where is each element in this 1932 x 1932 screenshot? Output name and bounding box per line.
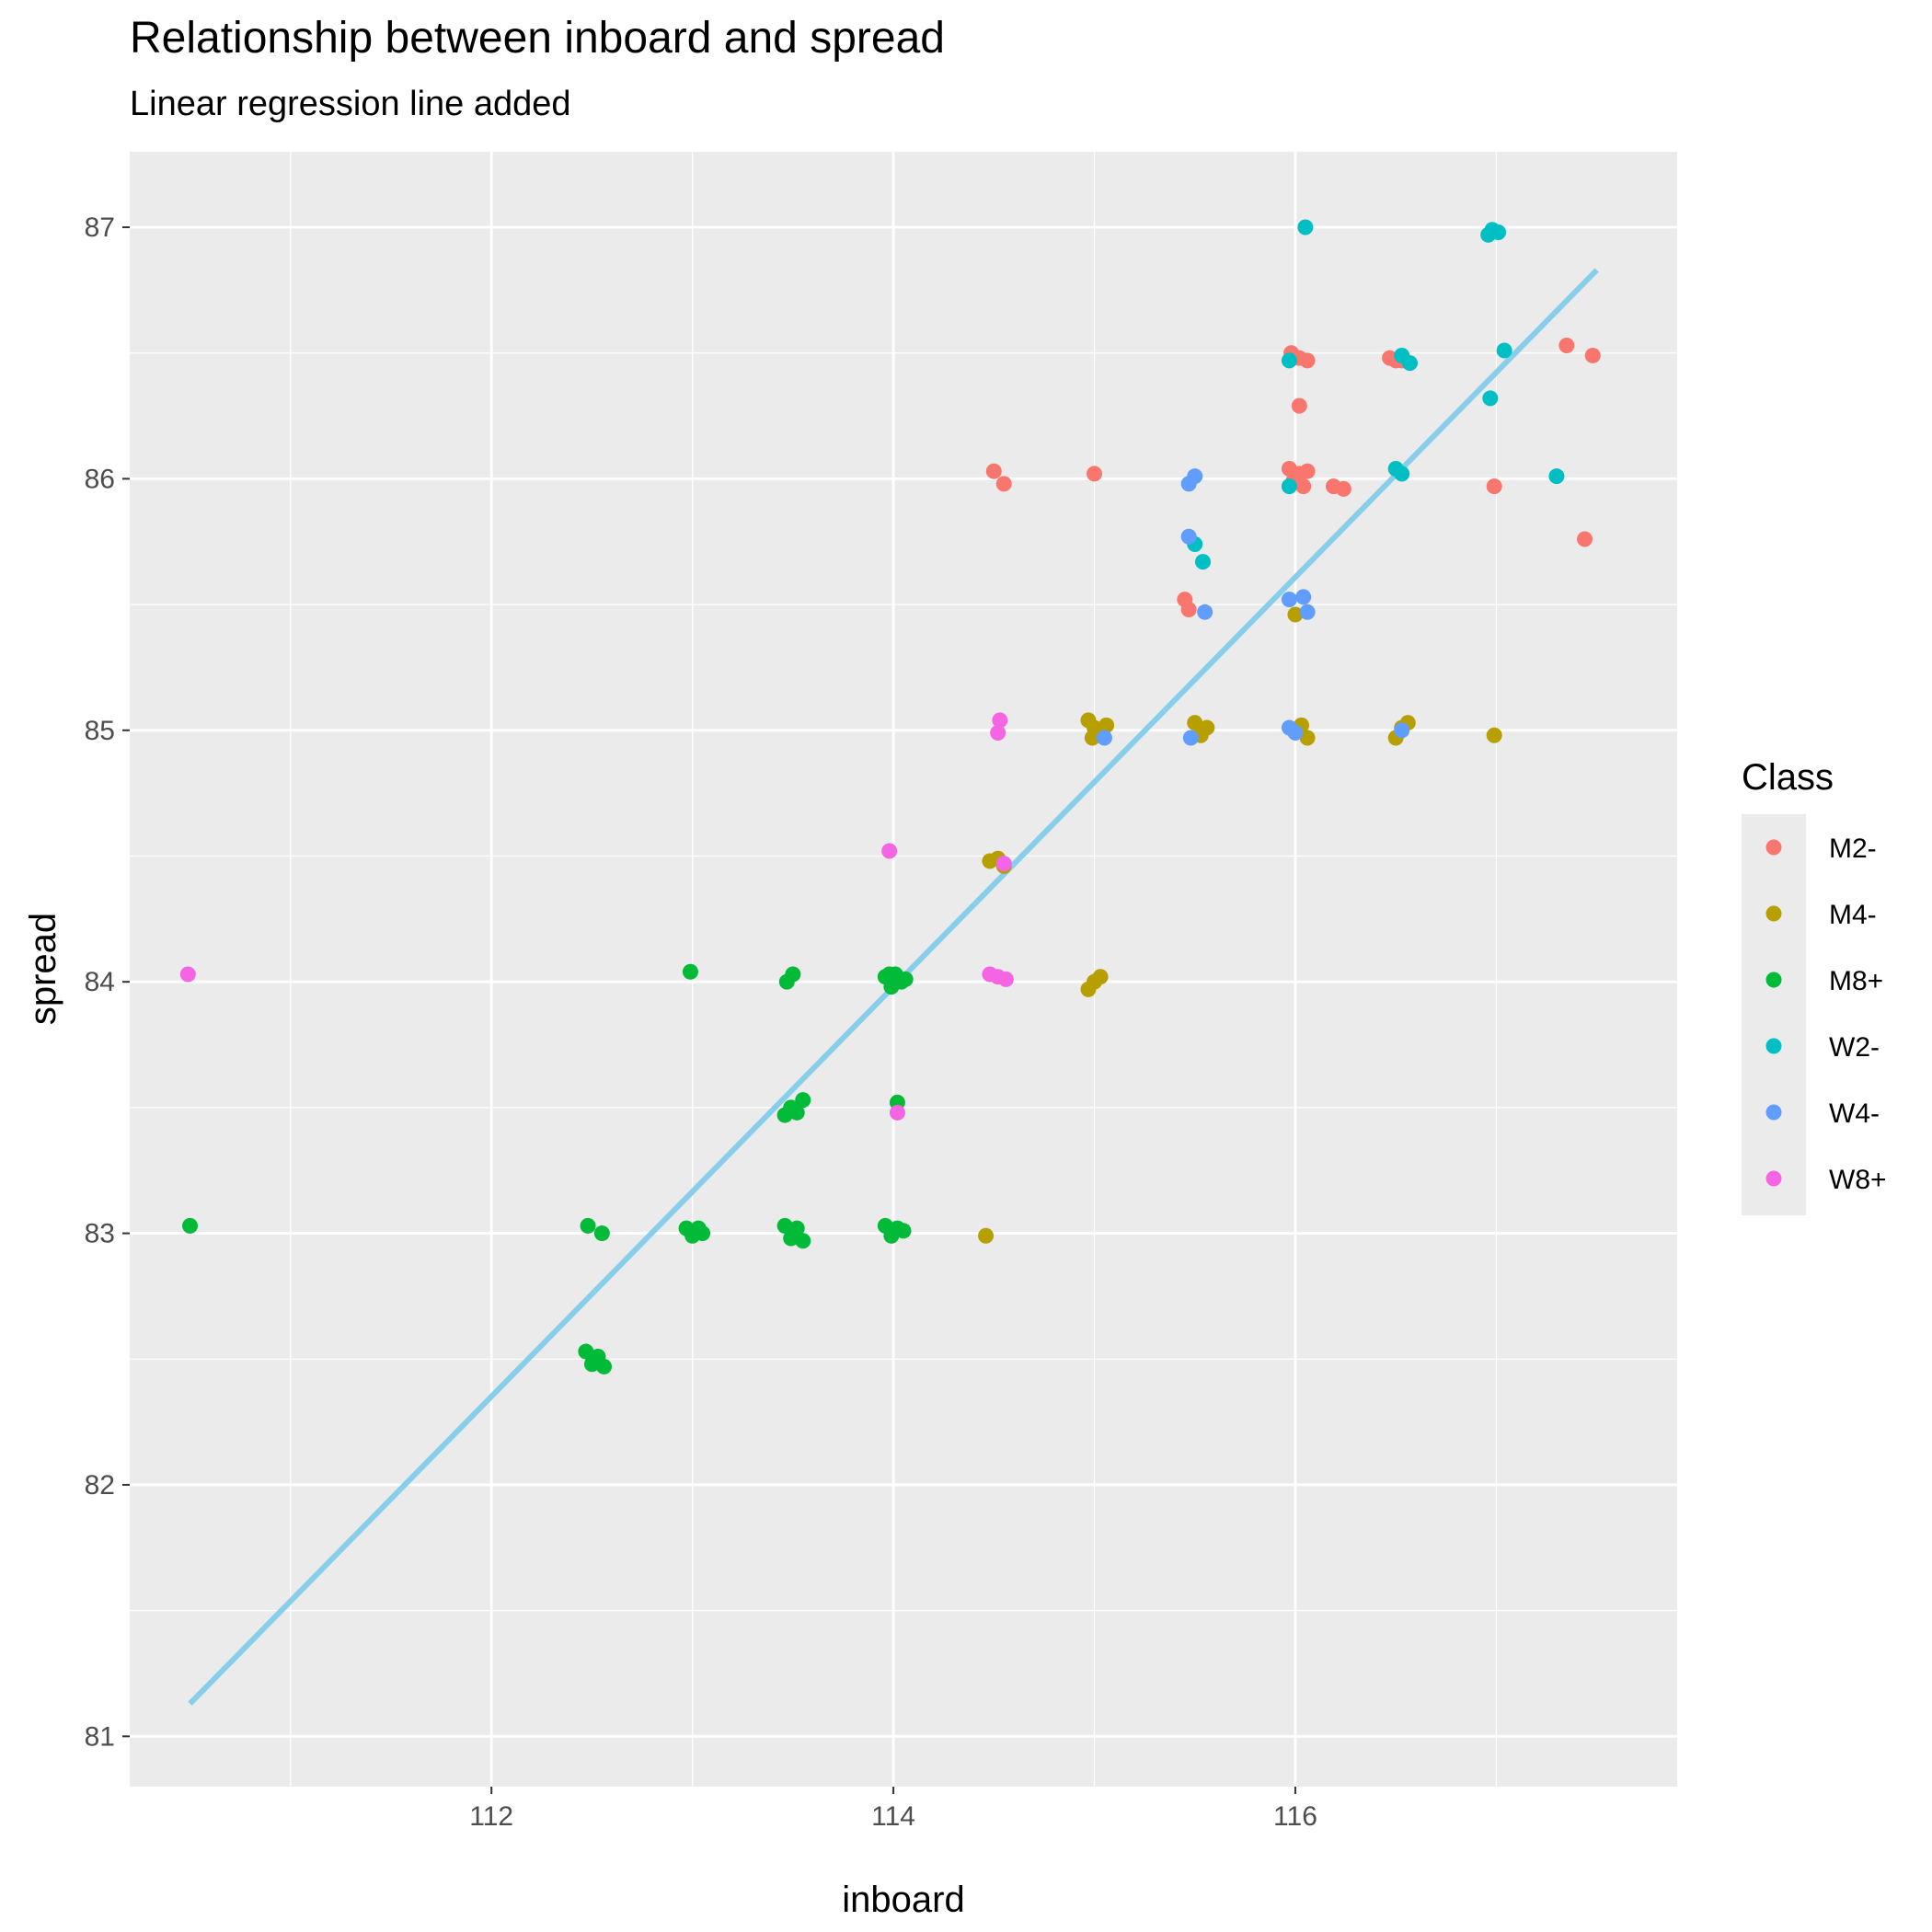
data-point-w4 (1394, 722, 1410, 739)
data-point-m2 (1299, 463, 1316, 479)
data-point-m8 (182, 1217, 199, 1234)
data-point-m8 (776, 1217, 793, 1234)
y-tick-label: 83 (85, 1219, 115, 1249)
data-point-m8 (897, 971, 914, 987)
data-point-w8 (881, 843, 898, 859)
data-point-m2 (1295, 478, 1312, 495)
data-point-w8 (997, 971, 1014, 987)
data-point-w4 (1187, 468, 1203, 485)
data-point-m8 (695, 1225, 711, 1242)
legend-label-0: M2- (1829, 834, 1877, 864)
legend-title: Class (1742, 757, 1834, 798)
data-point-m4 (1092, 969, 1109, 985)
points-layer (179, 219, 1601, 1374)
axes: 112 114 116 81 82 83 84 85 86 87 (85, 213, 1317, 1832)
data-point-w2 (1480, 226, 1497, 243)
data-point-m2 (1558, 338, 1575, 354)
x-tick-label: 114 (871, 1801, 915, 1832)
chart-title: Relationship between inboard and spread (130, 14, 945, 63)
data-point-m2 (1584, 347, 1601, 363)
data-point-m2 (995, 476, 1012, 492)
data-point-m8 (881, 966, 898, 983)
data-point-w2 (1194, 554, 1211, 570)
data-point-m8 (795, 1092, 811, 1109)
data-point-w2 (1394, 466, 1410, 482)
y-tick-label: 81 (85, 1721, 115, 1752)
y-axis-title: spread (23, 913, 63, 1025)
data-point-w2 (1401, 355, 1418, 372)
data-point-m8 (580, 1217, 596, 1234)
data-point-w2 (1281, 352, 1297, 369)
y-tick-label: 85 (85, 716, 115, 746)
data-point-m8 (578, 1343, 594, 1360)
data-point-w8 (995, 856, 1012, 872)
data-point-w2 (1496, 342, 1512, 359)
plot-panel (130, 152, 1677, 1787)
data-point-m4 (1199, 719, 1215, 736)
data-point-m2 (1299, 352, 1316, 369)
legend-label-2: M8+ (1829, 966, 1883, 996)
legend-label-1: M4- (1829, 900, 1877, 930)
data-point-m8 (682, 963, 698, 980)
data-point-w2 (1297, 219, 1314, 236)
legend-key-1 (1765, 905, 1782, 922)
data-point-m8 (593, 1225, 610, 1242)
legend-label-4: W4- (1829, 1098, 1880, 1129)
data-point-w4 (1281, 592, 1297, 608)
data-point-m2 (985, 463, 1002, 479)
data-point-w4 (1287, 725, 1304, 742)
y-tick-label: 84 (85, 967, 115, 997)
data-point-m4 (1287, 606, 1304, 623)
y-tick-label: 86 (85, 464, 115, 494)
data-point-w8 (992, 712, 1008, 729)
legend-key-4 (1765, 1104, 1782, 1121)
data-point-m4 (978, 1227, 995, 1244)
data-point-m8 (795, 1233, 811, 1249)
chart-subtitle: Linear regression line added (130, 85, 571, 123)
data-point-m8 (788, 1104, 805, 1121)
data-point-m2 (1577, 531, 1593, 547)
legend-key-background (1742, 814, 1806, 1215)
data-point-m4 (1084, 730, 1100, 746)
legend: Class M2- M4- M8+ W2- W4- W8+ (1742, 757, 1887, 1215)
legend-key-3 (1765, 1038, 1782, 1054)
data-point-m8 (785, 966, 801, 983)
legend-key-5 (1765, 1170, 1782, 1187)
x-tick-label: 112 (469, 1801, 513, 1832)
data-point-w8 (990, 725, 1006, 742)
data-point-w2 (1548, 468, 1565, 485)
data-point-w4 (1295, 589, 1312, 605)
y-tick-label: 87 (85, 213, 115, 243)
data-point-m2 (1486, 478, 1502, 495)
data-point-w2 (1482, 390, 1499, 407)
x-axis-title: inboard (842, 1880, 964, 1920)
data-point-m2 (1087, 466, 1103, 482)
data-point-w4 (1197, 604, 1213, 620)
legend-key-0 (1765, 839, 1782, 856)
data-point-w4 (1299, 604, 1316, 620)
data-point-m4 (1187, 715, 1203, 731)
data-point-m4 (1486, 727, 1502, 743)
data-point-w8 (889, 1104, 905, 1121)
data-point-m2 (1335, 480, 1351, 497)
data-point-w8 (179, 966, 196, 983)
x-tick-label: 116 (1273, 1801, 1317, 1832)
data-point-m8 (596, 1358, 613, 1374)
data-point-w4 (1180, 528, 1197, 545)
legend-key-2 (1765, 972, 1782, 988)
data-point-m8 (788, 1220, 805, 1236)
data-point-m2 (1180, 602, 1197, 618)
data-point-w2 (1281, 478, 1297, 495)
legend-label-5: W8+ (1829, 1165, 1887, 1195)
data-point-w4 (1182, 730, 1199, 746)
data-point-m2 (1291, 397, 1307, 414)
data-point-m4 (1299, 730, 1316, 746)
data-point-w4 (1096, 730, 1112, 746)
data-point-m4 (1098, 717, 1115, 733)
legend-label-3: W2- (1829, 1032, 1880, 1063)
data-point-m8 (895, 1223, 912, 1239)
y-tick-label: 82 (85, 1470, 115, 1501)
